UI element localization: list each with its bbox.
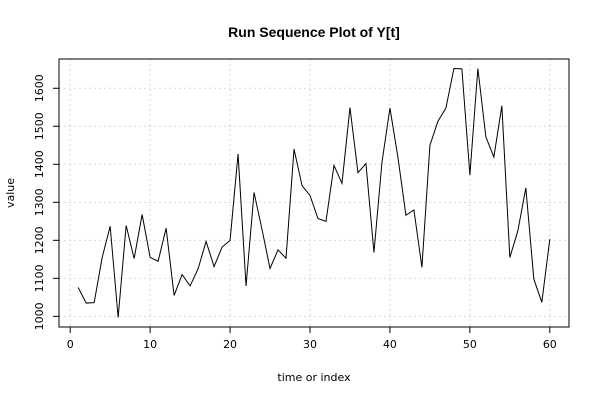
x-tick-label: 20 <box>223 338 237 351</box>
x-tick-label: 50 <box>463 338 477 351</box>
x-tick-label: 0 <box>67 338 74 351</box>
y-axis: 1000 1100 1200 1300 1400 1500 1600 <box>33 74 59 330</box>
x-tick-label: 60 <box>543 338 557 351</box>
x-axis: 0 10 20 30 40 50 60 <box>67 327 557 351</box>
chart-title: Run Sequence Plot of Y[t] <box>228 24 400 40</box>
y-tick-label: 1100 <box>33 264 46 292</box>
y-tick-label: 1300 <box>33 188 46 216</box>
y-tick-label: 1500 <box>33 112 46 140</box>
grid <box>59 59 569 327</box>
y-tick-label: 1600 <box>33 74 46 102</box>
x-tick-label: 40 <box>383 338 397 351</box>
series-group <box>77 67 551 318</box>
plot-frame <box>58 58 570 328</box>
x-tick-label: 30 <box>303 338 317 351</box>
x-tick-label: 10 <box>143 338 157 351</box>
y-tick-label: 1200 <box>33 226 46 254</box>
y-axis-label: value <box>4 178 17 208</box>
x-axis-label: time or index <box>277 371 351 384</box>
series-line <box>77 67 551 318</box>
y-tick-label: 1000 <box>33 302 46 330</box>
y-tick-label: 1400 <box>33 150 46 178</box>
